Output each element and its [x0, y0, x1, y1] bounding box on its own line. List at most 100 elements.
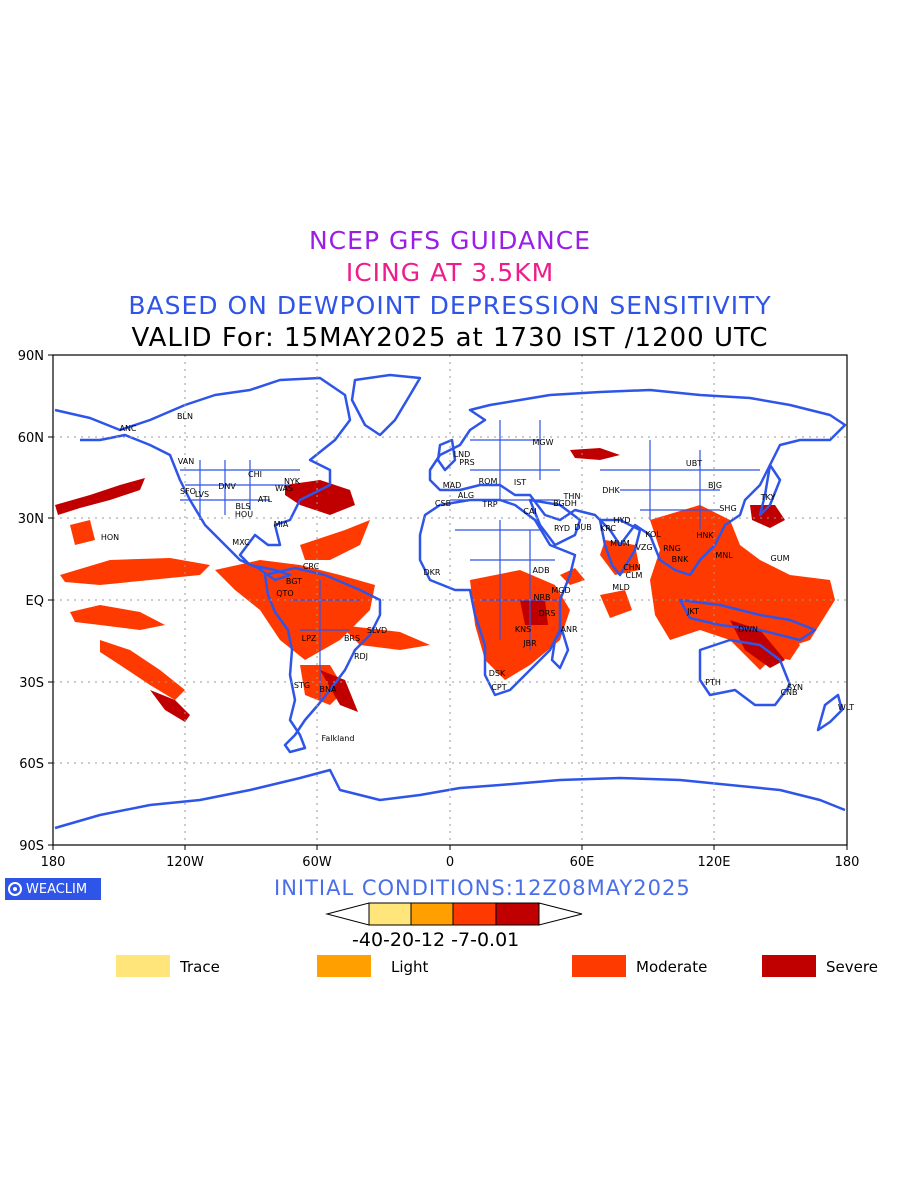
- lon-label: 60E: [570, 855, 595, 870]
- station-labels: ANCBLNVANSFOLVSDNVCHIBLSHOUMIAMXCHONNYKW…: [101, 412, 854, 743]
- icing-region: [560, 568, 585, 585]
- station-label: GUM: [771, 554, 790, 563]
- madagascar-coast: [550, 628, 570, 670]
- station-label: SHG: [719, 504, 736, 513]
- icing-region: [570, 448, 620, 460]
- station-label: DKR: [424, 568, 441, 577]
- station-label: HOU: [235, 510, 253, 519]
- station-label: PRS: [459, 458, 474, 467]
- axis-ticks: [48, 354, 848, 850]
- station-label: HON: [101, 533, 119, 542]
- legend-moderate: Moderate: [572, 955, 722, 977]
- icing-region: [100, 640, 185, 700]
- lon-label: 60W: [302, 855, 332, 870]
- station-label: MGD: [551, 586, 570, 595]
- africa-coast: [418, 498, 577, 697]
- station-label: VZG: [635, 543, 652, 552]
- brand-label: WEACLIM: [26, 881, 88, 897]
- weaclim-logo-icon: [8, 882, 22, 896]
- country-borders: [180, 420, 760, 700]
- legend-swatch: [116, 955, 170, 977]
- icing-region: [285, 480, 355, 515]
- legend-severe: Severe: [762, 955, 892, 977]
- station-label: KRC: [600, 524, 616, 533]
- station-label: BLN: [177, 412, 193, 421]
- station-label: DRS: [539, 609, 556, 618]
- australia-coast: [698, 638, 792, 707]
- new-zealand-coast: [816, 693, 844, 732]
- colorbar-cell-trace: [368, 902, 412, 926]
- station-label: CPT: [491, 683, 506, 692]
- lat-label: 90S: [19, 839, 44, 854]
- station-label: LND: [454, 450, 471, 459]
- station-label: CHI: [248, 470, 262, 479]
- station-label: RYD: [554, 524, 570, 533]
- station-label: MXC: [232, 538, 250, 547]
- station-label: NYK: [284, 477, 301, 486]
- india-coast: [598, 518, 642, 577]
- station-label: MLD: [612, 583, 630, 592]
- station-label: CHN: [623, 563, 641, 572]
- lat-label: 90N: [18, 349, 44, 364]
- station-label: TRP: [481, 500, 497, 509]
- valid-time-title: VALID For: 15MAY2025 at 1730 IST /1200 U…: [131, 323, 769, 353]
- station-label: UBT: [686, 459, 702, 468]
- colorbar-right-arrow: [538, 902, 583, 926]
- lon-label: 180: [41, 855, 66, 870]
- icing-moderate-regions: [60, 505, 835, 705]
- legend-label: Light: [391, 958, 429, 976]
- icing-region: [60, 558, 210, 585]
- colorbar: [325, 902, 583, 926]
- station-label: BGT: [286, 577, 302, 586]
- icing-region: [55, 478, 145, 515]
- lon-label: 0: [446, 855, 454, 870]
- icing-region: [70, 605, 165, 630]
- station-label: MIA: [274, 520, 289, 529]
- lat-label: 60N: [18, 431, 44, 446]
- icing-region: [520, 600, 548, 625]
- legend-swatch: [762, 955, 816, 977]
- station-label: CSB: [435, 499, 451, 508]
- station-label: MGW: [532, 438, 553, 447]
- colorbar-cell-moderate: [452, 902, 497, 926]
- station-label: DUB: [574, 523, 592, 532]
- station-label: CRC: [303, 562, 320, 571]
- station-label: CAI: [523, 507, 536, 516]
- station-label: CNB: [780, 688, 797, 697]
- icing-map: 90N 60N 30N EQ 30S 60S 90S 180 120W 60W …: [18, 349, 860, 870]
- south-america-coast: [263, 566, 382, 754]
- station-label: RNG: [663, 544, 681, 553]
- legend-trace: Trace: [116, 955, 236, 977]
- lat-label: EQ: [26, 594, 44, 609]
- graticule: [53, 355, 847, 845]
- station-label: JKT: [686, 607, 699, 616]
- station-label: Falkland: [322, 734, 355, 743]
- legend-light: Light: [317, 955, 437, 977]
- colorbar-cell-severe: [495, 902, 540, 926]
- lat-label: 30S: [19, 676, 44, 691]
- station-label: BJG: [708, 481, 722, 490]
- icing-region: [215, 560, 375, 660]
- antarctica-coast: [54, 768, 846, 830]
- icing-region: [470, 570, 570, 680]
- station-label: THN: [563, 492, 581, 501]
- greenland-coast: [350, 373, 422, 437]
- initial-conditions: INITIAL CONDITIONS:12Z08MAY2025: [274, 876, 691, 900]
- station-label: DNV: [218, 482, 236, 491]
- station-label: KNS: [515, 625, 531, 634]
- station-label: SYN: [787, 683, 803, 692]
- icing-region: [600, 540, 640, 575]
- station-label: STG: [294, 681, 310, 690]
- icing-region: [650, 505, 835, 670]
- station-label: DWN: [738, 625, 758, 634]
- station-label: KOL: [645, 530, 661, 539]
- legend-label: Severe: [826, 958, 878, 976]
- legend-swatch: [317, 955, 371, 977]
- arabia-coast: [528, 498, 582, 547]
- station-label: HNK: [696, 531, 714, 540]
- icing-region: [750, 505, 785, 528]
- station-label: LVS: [195, 490, 209, 499]
- title-line-2: ICING AT 3.5KM: [345, 258, 555, 287]
- icing-region: [300, 665, 345, 705]
- legend-label: Trace: [180, 958, 220, 976]
